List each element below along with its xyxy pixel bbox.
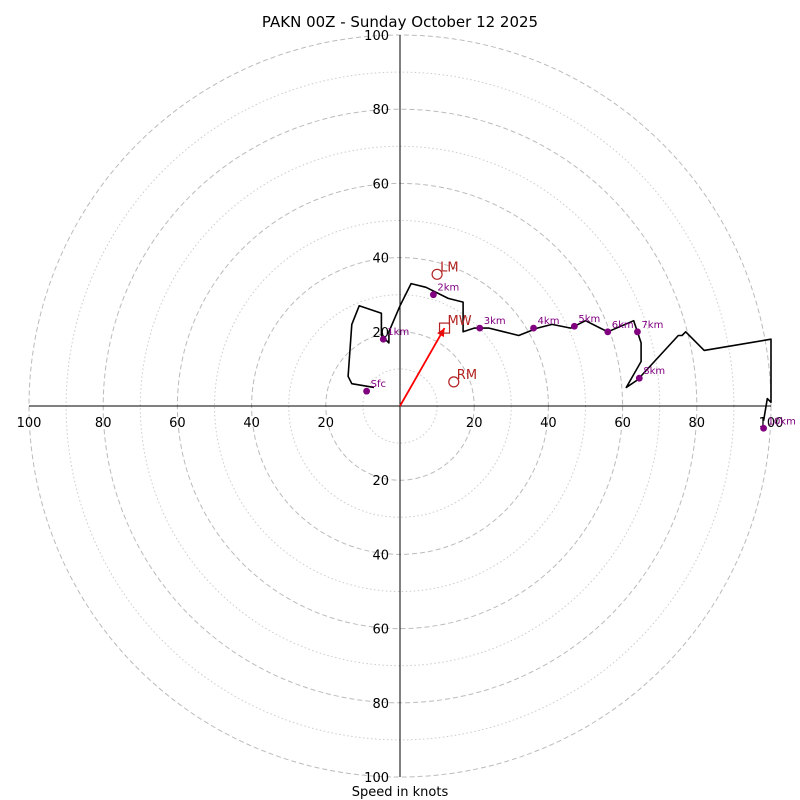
height-label-4km: 4km xyxy=(538,316,560,327)
height-label-2km: 2km xyxy=(437,283,459,294)
height-label-6km: 6km xyxy=(612,320,634,331)
tick-label: 60 xyxy=(372,623,389,638)
tick-label: 20 xyxy=(466,416,483,431)
tick-label: 60 xyxy=(372,177,389,192)
height-marker-7km xyxy=(634,328,641,336)
storm-motion-label-lm: LM xyxy=(440,260,458,275)
tick-label: 40 xyxy=(243,416,260,431)
tick-label: 40 xyxy=(372,548,389,563)
storm-motion-marker-rm xyxy=(448,376,460,388)
height-marker-2km xyxy=(429,291,437,299)
height-markers: Sfc 1km 2km 3km 4km 5km 6km 7km 8km 10km xyxy=(363,283,796,432)
tick-label: 100 xyxy=(17,416,42,431)
storm-motion-label-mw: MW xyxy=(448,314,472,329)
hodograph-trace-group xyxy=(347,282,772,421)
height-label-8km: 8km xyxy=(643,366,665,377)
tick-label: 100 xyxy=(364,29,389,44)
tick-label: 80 xyxy=(372,697,389,712)
height-label-3km: 3km xyxy=(484,316,506,327)
chart-title: PAKN 00Z - Sunday October 12 2025 xyxy=(262,13,538,31)
tick-label: 80 xyxy=(372,103,389,118)
storm-motion-marker-mw xyxy=(438,322,451,334)
tick-label: 100 xyxy=(364,771,389,786)
tick-label: 40 xyxy=(540,416,557,431)
height-marker-sfc xyxy=(363,387,371,395)
tick-label: 60 xyxy=(169,416,186,431)
tick-label: 20 xyxy=(372,474,389,489)
height-marker-4km xyxy=(530,324,537,332)
storm-motion-marker-lm xyxy=(431,268,443,280)
tick-label: 80 xyxy=(689,416,706,431)
tick-label: 80 xyxy=(95,416,112,431)
height-label-10km: 10km xyxy=(768,416,796,427)
tick-label: 40 xyxy=(372,252,389,267)
height-label-7km: 7km xyxy=(641,320,663,331)
height-marker-1km xyxy=(379,335,387,343)
mean-wind-arrow xyxy=(399,327,446,407)
mean-wind-arrow-group xyxy=(399,327,446,407)
height-label-1km: 1km xyxy=(387,327,409,338)
hodograph-trace xyxy=(347,282,772,421)
tick-label: 60 xyxy=(614,416,631,431)
tick-label: 20 xyxy=(318,416,335,431)
height-marker-3km xyxy=(476,324,484,332)
height-marker-6km xyxy=(604,328,612,336)
height-marker-5km xyxy=(570,322,578,330)
height-marker-10km xyxy=(760,424,767,432)
height-label-sfc: Sfc xyxy=(371,379,386,390)
x-axis-label: Speed in knots xyxy=(352,785,449,800)
storm-motion-markers: LM RM MW xyxy=(431,260,477,388)
height-label-5km: 5km xyxy=(578,314,600,325)
storm-motion-label-rm: RM xyxy=(457,368,477,383)
height-marker-8km xyxy=(635,374,643,382)
